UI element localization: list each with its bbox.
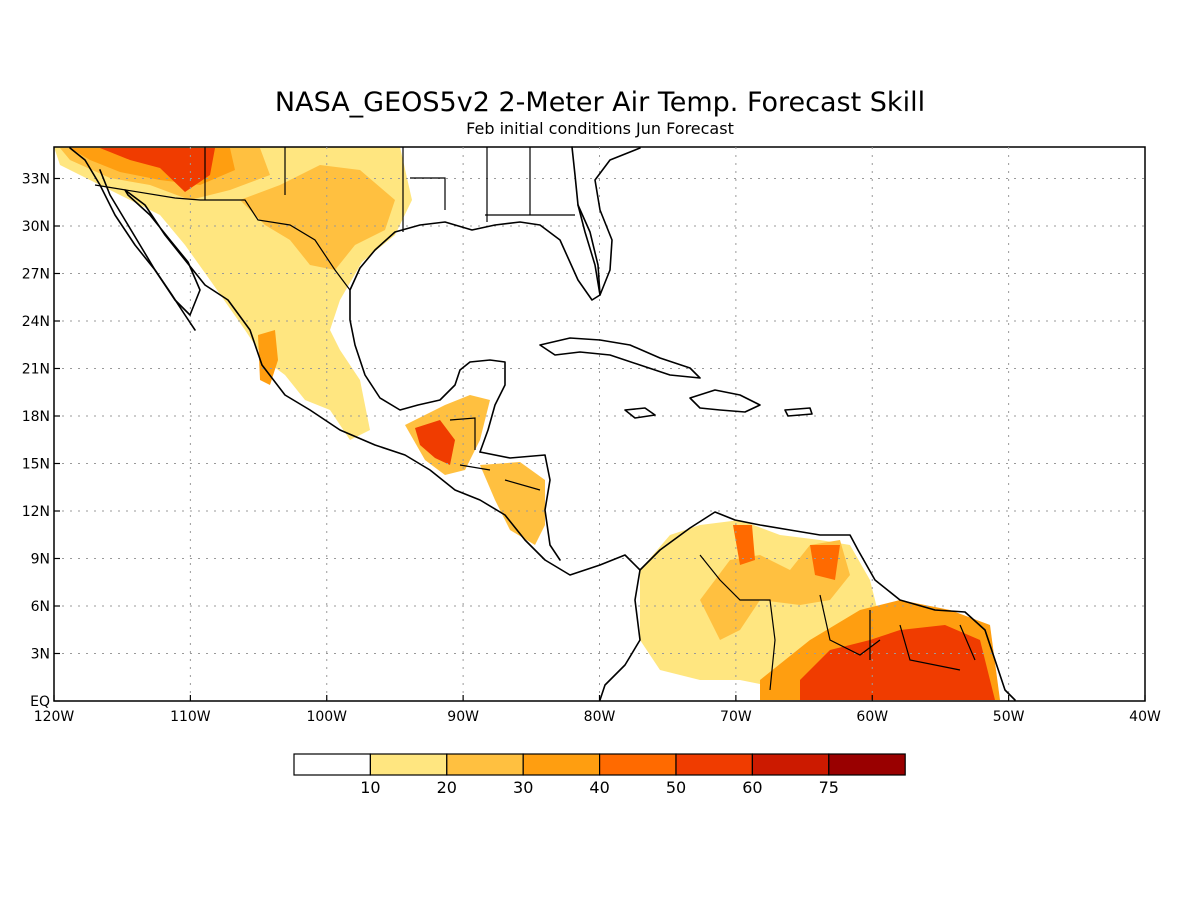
pacific-coast [69,147,641,701]
skill-region-guianas-hot [800,625,995,700]
graticule [53,147,1146,702]
colorbar-swatch [751,753,830,776]
lat-tick-label: EQ [30,694,50,710]
hispaniola [689,389,761,413]
jamaica [624,407,656,419]
lat-tick-label: 24N [22,314,50,330]
lon-tick-label: 50W [993,709,1025,725]
gulf-coast [349,146,601,453]
lon-tick-label: 70W [720,709,752,725]
colorbar-swatch [828,753,906,776]
skill-shading [54,147,1000,700]
lon-tick-label: 90W [447,709,479,725]
puerto-rico [784,407,813,417]
colorbar-swatch [293,753,372,776]
skill-region-chihuahua [240,165,395,270]
colorbar-label: 10 [360,778,380,797]
south-america-coast [639,511,1016,701]
map-title: NASA_GEOS5v2 2-Meter Air Temp. Forecast … [275,87,925,118]
lon-tick-label: 110W [170,709,211,725]
colorbar-label: 50 [666,778,686,797]
colorbar-swatch [446,753,524,776]
colorbar-label: 75 [819,778,839,797]
lon-tick-label: 40W [1129,709,1161,725]
lat-tick-label: 9N [31,552,50,568]
lon-tick-label: 80W [584,709,616,725]
lon-tick-label: 120W [34,709,75,725]
political-borders [94,147,976,691]
south-america-borders [699,554,976,691]
longitude-labels: 120W 110W 100W 90W 80W 70W 60W 50W 40W [34,709,1161,725]
lon-tick-label: 60W [856,709,888,725]
us-mexico-border [94,184,351,291]
skill-region-arizona-max [100,148,215,192]
colorbar-label: 60 [742,778,762,797]
lat-tick-label: 3N [31,647,50,663]
skill-region-honduras [480,462,545,545]
lon-tick-label: 100W [306,709,347,725]
colorbar-label: 30 [513,778,533,797]
lat-tick-label: 18N [22,409,50,425]
colorbar-label: 20 [437,778,457,797]
lat-tick-label: 21N [22,362,50,378]
skill-region-sierra-strip [258,330,278,385]
latitude-labels: EQ 3N 6N 9N 12N 15N 18N 21N 24N 27N 30N 33N [22,172,50,711]
colorbar: 10 20 30 40 50 60 75 [293,753,906,797]
colorbar-label: 40 [589,778,609,797]
colorbar-swatch [675,753,754,776]
lat-tick-label: 12N [22,504,50,520]
baja-california [99,169,196,331]
lat-tick-label: 27N [22,267,50,283]
skill-region-guatemala-core [415,420,455,465]
lat-tick-label: 15N [22,457,50,473]
colorbar-swatch [598,753,677,776]
coastlines [69,146,1016,701]
lat-tick-label: 33N [22,172,50,188]
caribbean-central-coast [479,451,561,561]
skill-region-venezuela-hot [733,525,840,580]
lat-tick-label: 30N [22,219,50,235]
central-america-borders [449,417,541,491]
colorbar-swatch [522,753,601,776]
cuba [539,337,701,379]
skill-region-venezuela-core [700,540,850,640]
us-state-borders [204,147,575,232]
lat-tick-label: 6N [31,599,50,615]
map-subtitle: Feb initial conditions Jun Forecast [466,119,734,138]
colorbar-swatch [369,753,448,776]
florida [577,147,641,296]
